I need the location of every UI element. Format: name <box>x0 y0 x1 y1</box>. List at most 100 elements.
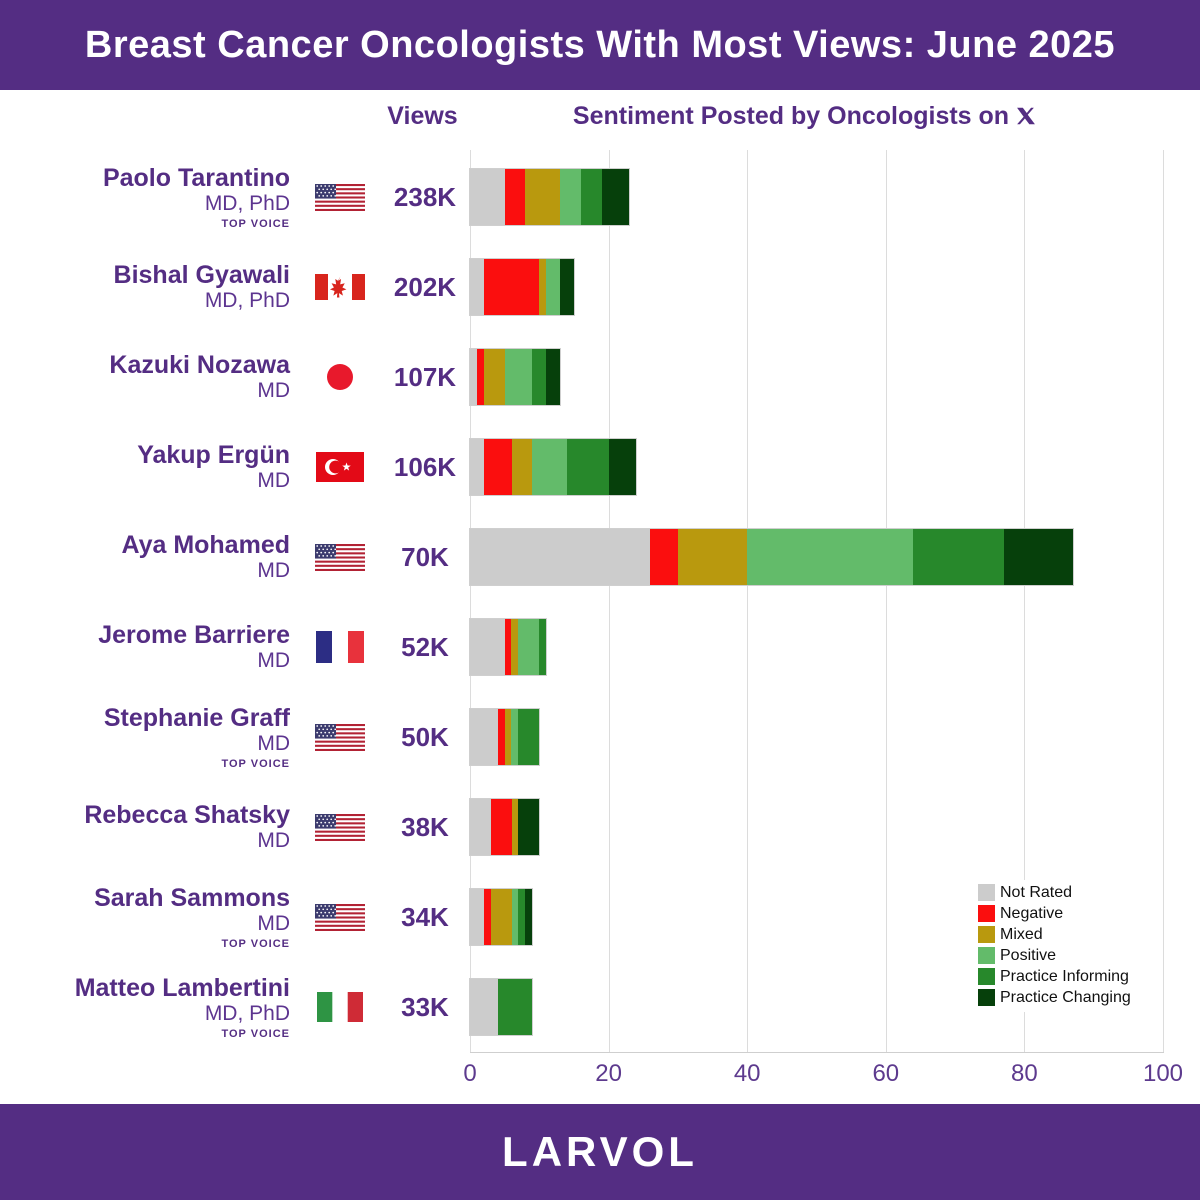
legend-swatch-negative <box>978 905 995 922</box>
legend-label-positive: Positive <box>1000 946 1057 964</box>
legend-item-practice-informing: Practice Informing <box>978 966 1131 987</box>
legend-swatch-practice-informing <box>978 968 995 985</box>
bar-segment-mixed <box>539 259 547 315</box>
bar-segment-positive <box>518 619 540 675</box>
oncologist-row: Sarah Sammons MD TOP VOICE 34K <box>0 872 470 962</box>
bar-segment-not-rated <box>470 889 484 945</box>
bar-segment-negative <box>650 529 678 585</box>
legend-label-practice-informing: Practice Informing <box>1000 967 1129 985</box>
bar-segment-negative <box>483 259 540 315</box>
oncologist-row: Stephanie Graff MD TOP VOICE 50K <box>0 692 470 782</box>
views-count: 34K <box>401 901 449 932</box>
bar-segment-negative <box>476 349 484 405</box>
sentiment-bar <box>468 978 534 1036</box>
legend-item-positive: Positive <box>978 945 1131 966</box>
brand-logo: LARVOL <box>502 1128 698 1175</box>
legend-item-practice-changing: Practice Changing <box>978 987 1131 1008</box>
bar-segment-not-rated <box>470 349 477 405</box>
oncologist-name: Sarah Sammons <box>94 884 290 913</box>
legend-swatch-mixed <box>978 926 995 943</box>
sentiment-bar <box>468 168 631 226</box>
oncologist-info: Jerome Barriere MD <box>0 621 300 673</box>
legend-item-negative: Negative <box>978 903 1131 924</box>
sentiment-bar <box>468 438 638 496</box>
bar-segment-positive <box>747 529 914 585</box>
oncologist-info: Yakup Ergün MD <box>0 441 300 493</box>
page-title: Breast Cancer Oncologists With Most View… <box>84 23 1116 66</box>
oncologist-name: Jerome Barriere <box>98 621 290 650</box>
views-count: 33K <box>401 991 449 1022</box>
bar-segment-practice-changing <box>560 259 574 315</box>
x-logo-icon <box>1015 105 1037 134</box>
sentiment-column-header-text: Sentiment Posted by Oncologists on <box>572 102 1010 130</box>
sentiment-bar <box>468 348 562 406</box>
sentiment-column-header: Sentiment Posted by Oncologists on <box>520 102 1090 134</box>
top-voice-badge: TOP VOICE <box>221 1027 290 1040</box>
bar-segment-not-rated <box>470 529 651 585</box>
oncologist-credentials: MD <box>257 559 290 583</box>
legend-label-not-rated: Not Rated <box>1000 883 1073 901</box>
legend-swatch-practice-changing <box>978 989 995 1006</box>
bar-segment-negative <box>483 889 491 945</box>
gridline-20 <box>608 150 610 1052</box>
oncologist-name: Yakup Ergün <box>137 441 290 470</box>
views-count: 50K <box>401 721 449 752</box>
axis-tick-label-20: 20 <box>595 1060 622 1087</box>
oncologist-credentials: MD <box>257 649 290 673</box>
top-voice-badge: TOP VOICE <box>221 757 290 770</box>
oncologist-info: Bishal Gyawali MD, PhD <box>0 261 300 313</box>
oncologist-name: Paolo Tarantino <box>102 164 290 193</box>
bar-segment-negative <box>497 709 505 765</box>
bar-segment-practice-changing <box>518 799 540 855</box>
oncologist-credentials: MD <box>257 379 290 403</box>
legend-label-negative: Negative <box>1000 904 1064 922</box>
bar-segment-practice-changing <box>546 349 561 405</box>
oncologist-credentials: MD <box>257 732 290 756</box>
bar-segment-practice-changing <box>608 439 637 495</box>
axis-tick-label-60: 60 <box>872 1060 900 1087</box>
oncologist-credentials: MD <box>257 912 290 936</box>
gridline-0 <box>470 150 471 1052</box>
x-axis-line <box>470 1052 1164 1053</box>
oncologist-credentials: MD, PhD <box>204 192 290 216</box>
bar-segment-practice-informing <box>539 619 547 675</box>
bar-segment-not-rated <box>470 259 484 315</box>
oncologist-row: Bishal Gyawali MD, PhD 202K <box>0 242 470 332</box>
flag-jp-icon <box>300 363 380 391</box>
bar-segment-positive <box>559 169 581 225</box>
oncologist-name: Rebecca Shatsky <box>84 801 290 830</box>
oncologist-credentials: MD, PhD <box>204 1002 290 1026</box>
bar-segment-mixed <box>490 889 512 945</box>
gridline-40 <box>747 150 749 1052</box>
oncologist-row: Yakup Ergün MD 106K <box>0 422 470 512</box>
sentiment-bar <box>468 618 548 676</box>
flag-ca-icon <box>300 274 380 300</box>
bar-segment-negative <box>504 169 526 225</box>
legend-item-not-rated: Not Rated <box>978 882 1131 903</box>
oncologist-row: Matteo Lambertini MD, PhD TOP VOICE 33K <box>0 962 470 1052</box>
bar-segment-positive <box>511 709 519 765</box>
bar-segment-not-rated <box>470 169 505 225</box>
oncologist-row: Rebecca Shatsky MD 38K <box>0 782 470 872</box>
bar-segment-positive <box>511 889 519 945</box>
oncologist-info: Matteo Lambertini MD, PhD TOP VOICE <box>0 974 300 1040</box>
views-count: 202K <box>393 271 457 302</box>
oncologist-list: Paolo Tarantino MD, PhD TOP VOICE 238K Bisha… <box>0 152 470 1052</box>
bar-segment-negative <box>490 799 512 855</box>
oncologist-name: Kazuki Nozawa <box>109 351 290 380</box>
bar-segment-practice-informing <box>913 529 1004 585</box>
plot-area: Not Rated Negative Mixed Positive Practice I… <box>468 150 1200 1052</box>
x-axis: 0 20 40 60 80 100 <box>463 1052 1200 1096</box>
axis-tick-label-100: 100 <box>1142 1060 1184 1087</box>
axis-tick-label-80: 80 <box>1011 1060 1038 1087</box>
bar-segment-mixed <box>511 799 519 855</box>
views-count: 52K <box>401 631 449 662</box>
oncologist-info: Paolo Tarantino MD, PhD TOP VOICE <box>0 164 300 230</box>
bar-segment-mixed <box>525 169 560 225</box>
flag-us-icon <box>300 903 380 931</box>
sentiment-bar <box>468 708 541 766</box>
oncologist-info: Stephanie Graff MD TOP VOICE <box>0 704 300 770</box>
gridline-60 <box>885 150 887 1052</box>
sentiment-bar <box>469 258 575 316</box>
oncologist-name: Stephanie Graff <box>103 704 290 733</box>
